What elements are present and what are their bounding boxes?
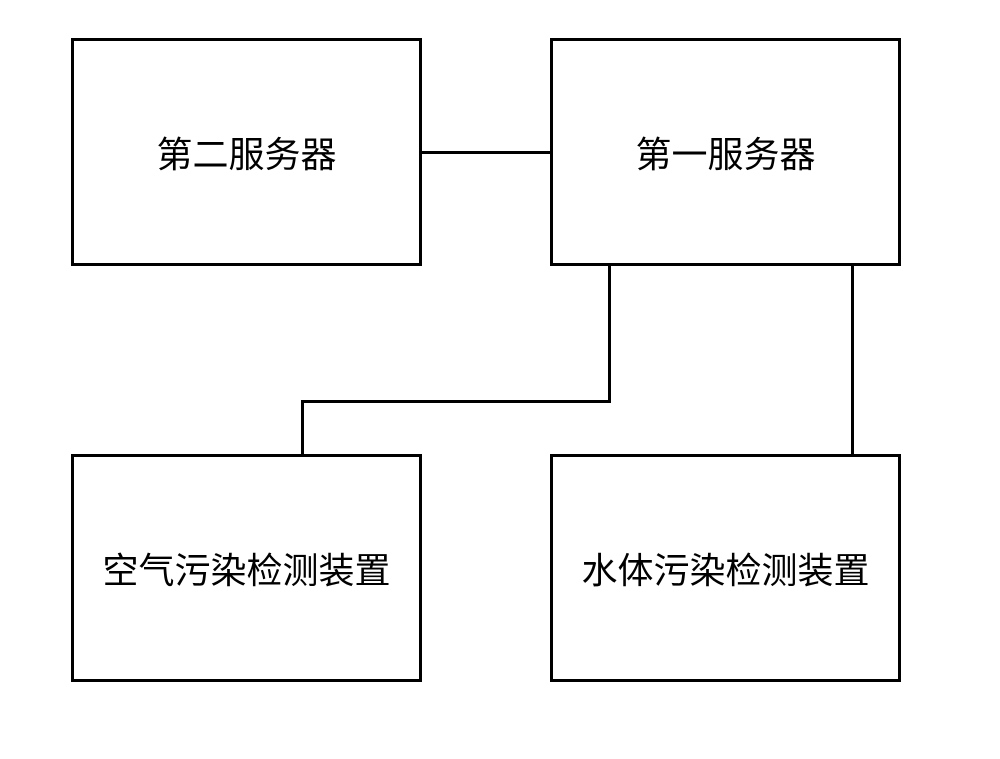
node-label-second-server: 第二服务器 bbox=[156, 126, 336, 178]
node-air-pollution-detector: 空气污染检测装置 bbox=[71, 454, 422, 682]
node-label-water-pollution-detector: 水体污染检测装置 bbox=[581, 542, 869, 594]
edge-first-server-air-pollution-detector-seg3 bbox=[301, 400, 304, 454]
node-first-server: 第一服务器 bbox=[550, 38, 901, 266]
edge-first-server-water-pollution-detector bbox=[851, 266, 854, 454]
edge-first-server-air-pollution-detector-seg2 bbox=[301, 400, 611, 403]
node-second-server: 第二服务器 bbox=[71, 38, 422, 266]
edge-second-server-first-server bbox=[422, 151, 550, 154]
node-label-first-server: 第一服务器 bbox=[635, 126, 815, 178]
node-water-pollution-detector: 水体污染检测装置 bbox=[550, 454, 901, 682]
node-label-air-pollution-detector: 空气污染检测装置 bbox=[102, 542, 390, 594]
edge-first-server-air-pollution-detector-seg1 bbox=[608, 266, 611, 403]
